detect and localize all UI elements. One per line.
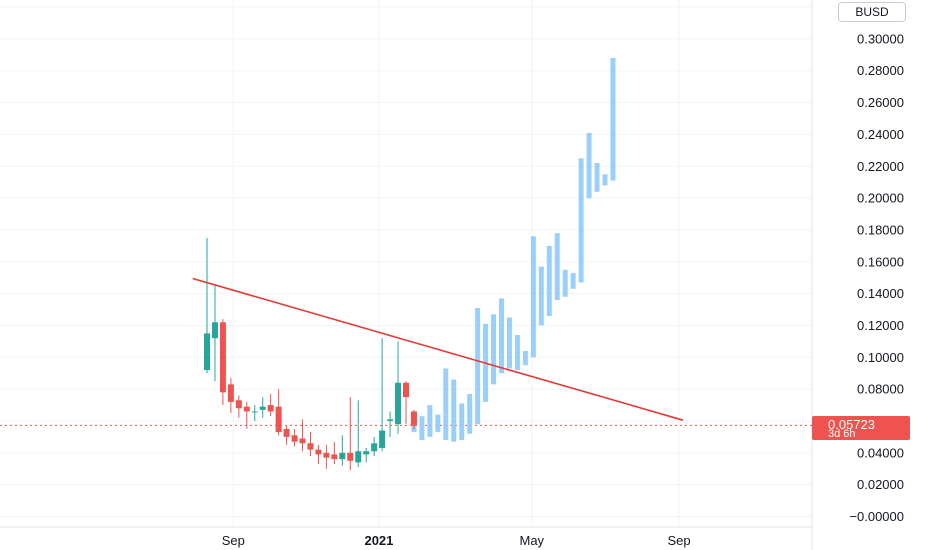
candle-body: [331, 454, 338, 460]
projection-bar: [435, 414, 441, 433]
chart-grid: [0, 0, 812, 527]
price-tick-label: 0.30000: [857, 31, 904, 46]
candle-body: [267, 405, 274, 412]
projection-bar: [530, 236, 536, 358]
price-tick-label: 0.26000: [857, 95, 904, 110]
candle-body: [379, 430, 386, 449]
price-tick-label: 0.14000: [857, 286, 904, 301]
price-tick-label: 0.20000: [857, 191, 904, 206]
price-tick-label: 0.22000: [857, 159, 904, 174]
time-tick-label: 2021: [364, 533, 393, 548]
candle-body: [251, 411, 258, 413]
currency-label[interactable]: BUSD: [838, 2, 906, 22]
candle-body: [227, 384, 234, 402]
price-tick-label: 0.02000: [857, 477, 904, 492]
price-tick-label: −0.00000: [849, 509, 904, 524]
projection-bar: [499, 298, 505, 374]
last-price-value: 0.05723: [828, 417, 875, 432]
projection-bar: [443, 368, 449, 441]
candle-body: [291, 435, 298, 442]
time-tick-label: Sep: [667, 533, 690, 548]
projection-bar: [419, 416, 425, 441]
price-tick-label: 0.08000: [857, 382, 904, 397]
candle-body: [395, 382, 402, 425]
candle-body: [339, 452, 346, 460]
projection-bar: [562, 269, 568, 297]
last-price-tag: 0.05723 3d 6h: [812, 416, 910, 440]
price-tick-label: 0.12000: [857, 318, 904, 333]
candle-body: [387, 419, 394, 421]
candle-body: [315, 449, 322, 455]
candle-body: [259, 406, 266, 410]
projection-bar: [586, 132, 592, 199]
time-tick-label: Sep: [222, 533, 245, 548]
candle-body: [219, 322, 226, 393]
projection-bar: [602, 174, 608, 186]
candle-body: [235, 400, 242, 409]
price-tick-label: 0.24000: [857, 127, 904, 142]
projection-bar: [570, 272, 576, 289]
projection-bar: [594, 163, 600, 192]
price-tick-label: 0.04000: [857, 445, 904, 460]
projection-bars: [411, 58, 616, 442]
price-tick-label: 0.16000: [857, 254, 904, 269]
projection-bar: [475, 307, 481, 425]
projection-bar: [554, 233, 560, 300]
candle-body: [355, 451, 362, 463]
projection-bar: [546, 245, 552, 316]
price-tick-label: 0.10000: [857, 350, 904, 365]
candle-body: [403, 382, 409, 398]
candle-body: [347, 452, 354, 461]
projection-bar: [427, 405, 433, 437]
candle-body: [371, 443, 378, 452]
projection-bar: [538, 266, 544, 326]
time-axis-labels: Sep 2021 May Sep: [222, 533, 691, 548]
candle-body: [299, 438, 306, 444]
candle-body: [283, 428, 290, 437]
candle-body: [307, 443, 314, 450]
candle-body: [275, 406, 282, 433]
candle-body: [363, 451, 370, 455]
resistance-trendline[interactable]: [192, 277, 684, 421]
candlestick-series: [204, 237, 417, 471]
projection-bar: [506, 317, 512, 369]
price-tick-label: 0.28000: [857, 63, 904, 78]
projection-bar: [451, 379, 457, 442]
projection-bar: [491, 314, 497, 385]
candle-body: [211, 322, 218, 339]
price-tick-label: 0.18000: [857, 222, 904, 237]
projection-bar: [459, 403, 465, 441]
time-tick-label: May: [519, 533, 544, 548]
candle-body: [323, 452, 330, 458]
price-axis-labels: 0.30000 0.28000 0.26000 0.24000 0.22000 0.200…: [849, 31, 904, 524]
projection-bar: [578, 158, 584, 283]
candle-body: [243, 406, 250, 412]
candle-body: [204, 333, 210, 371]
projection-bar: [610, 58, 616, 181]
bar-countdown: 3d 6h: [828, 428, 856, 440]
projection-bar: [514, 335, 520, 371]
candle-body: [410, 411, 417, 426]
projection-bar: [522, 350, 528, 366]
projection-bar: [467, 393, 473, 434]
